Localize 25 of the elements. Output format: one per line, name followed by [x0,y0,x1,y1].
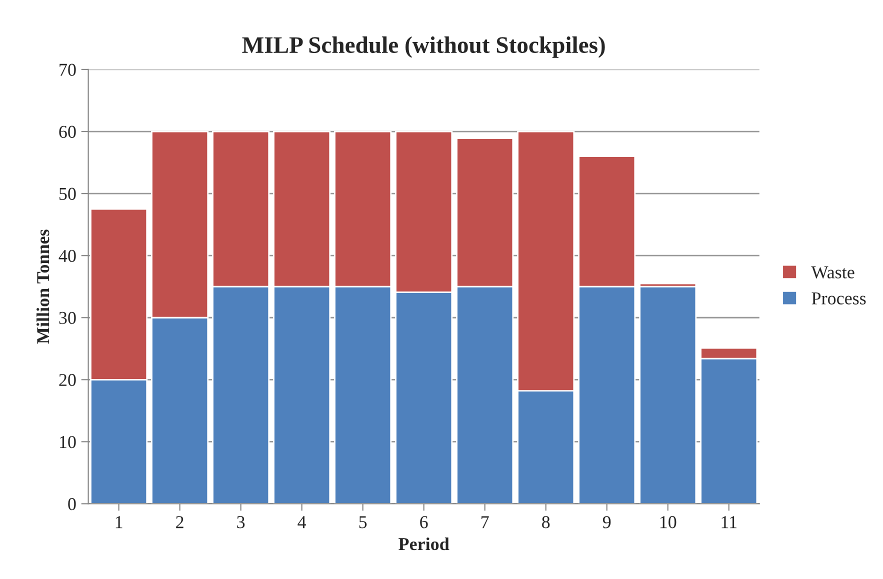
x-tick-label: 9 [602,516,611,528]
x-axis-title: Period [398,537,450,550]
y-tick-label: 60 [59,126,76,138]
x-tick-label: 7 [482,516,489,528]
y-tick-label: 40 [58,250,76,262]
x-tick-label: 6 [420,516,428,528]
chart-title: MILP Schedule (without Stockpiles) [242,36,605,58]
y-tick-label: 30 [59,312,76,324]
x-tick-label: 5 [359,516,367,528]
x-tick-label: 3 [237,516,245,528]
x-tick-label: 11 [722,516,736,528]
y-tick-label: 50 [59,188,76,200]
legend-label: Process [812,292,866,304]
x-tick-label: 8 [542,516,550,528]
y-tick-label: 20 [59,374,76,386]
x-tick-label: 4 [298,516,306,528]
y-tick-label: 70 [60,64,76,76]
legend-label: Waste [811,266,854,279]
y-tick-label: 10 [60,436,76,448]
x-tick-label: 1 [116,516,122,528]
x-tick-label: 10 [660,516,676,528]
bar [639,286,697,504]
x-tick-label: 2 [176,516,184,528]
y-tick-label: 0 [68,498,76,510]
y-axis-title: Million Tonnes [36,230,50,344]
